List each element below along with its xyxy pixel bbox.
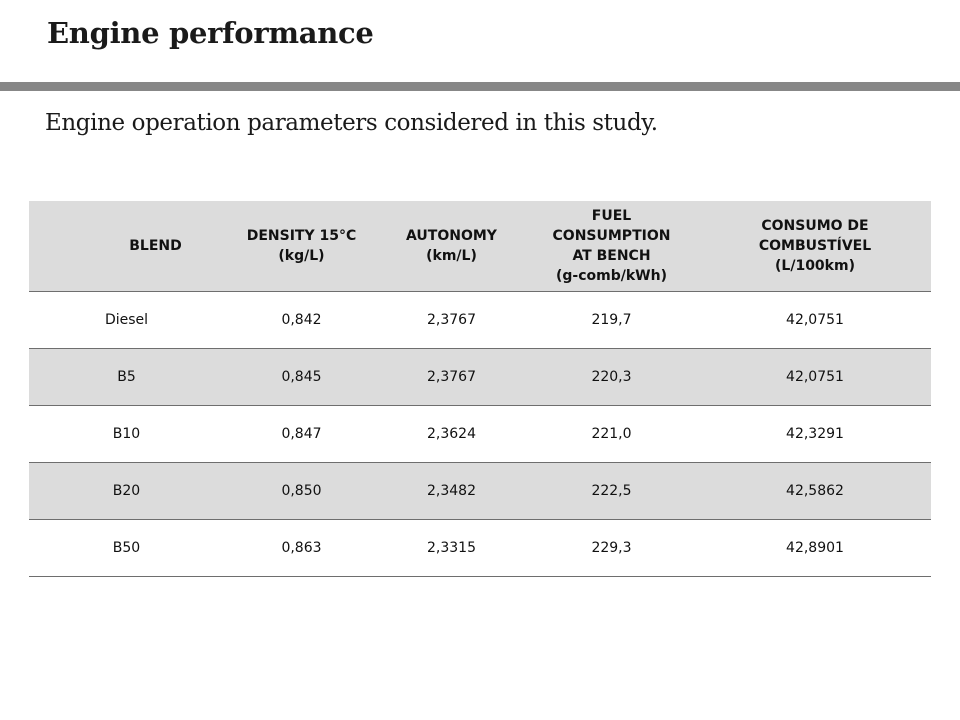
cell-fuel-consumption: 222,5: [524, 462, 699, 520]
header-blend: BLEND: [29, 201, 224, 292]
slide-subtitle: Engine operation parameters considered i…: [45, 110, 658, 136]
title-divider: [0, 82, 960, 91]
cell-autonomy: 2,3315: [379, 519, 524, 577]
table-row: Diesel 0,842 2,3767 219,7 42,0751: [29, 291, 931, 349]
cell-autonomy: 2,3482: [379, 462, 524, 520]
cell-consumo: 42,0751: [699, 348, 931, 406]
table-row: B20 0,850 2,3482 222,5 42,5862: [29, 462, 931, 520]
cell-fuel-consumption: 219,7: [524, 291, 699, 349]
table-row: B10 0,847 2,3624 221,0 42,3291: [29, 405, 931, 463]
cell-consumo: 42,8901: [699, 519, 931, 577]
table-row: B5 0,845 2,3767 220,3 42,0751: [29, 348, 931, 406]
cell-blend: B5: [29, 348, 224, 406]
header-density: DENSITY 15°C (kg/L): [224, 201, 379, 292]
cell-fuel-consumption: 221,0: [524, 405, 699, 463]
header-consumo: CONSUMO DE COMBUSTÍVEL (L/100km): [699, 201, 931, 292]
cell-density: 0,845: [224, 348, 379, 406]
cell-blend: Diesel: [29, 291, 224, 349]
cell-blend: B20: [29, 462, 224, 520]
cell-autonomy: 2,3624: [379, 405, 524, 463]
slide-title: Engine performance: [47, 16, 374, 50]
cell-density: 0,863: [224, 519, 379, 577]
table-header-row: BLEND DENSITY 15°C (kg/L) AUTONOMY (km/L…: [29, 201, 931, 292]
header-autonomy: AUTONOMY (km/L): [379, 201, 524, 292]
cell-fuel-consumption: 229,3: [524, 519, 699, 577]
header-fuel-consumption: FUEL CONSUMPTION AT BENCH (g-comb/kWh): [524, 201, 699, 292]
engine-parameters-table: BLEND DENSITY 15°C (kg/L) AUTONOMY (km/L…: [29, 201, 931, 577]
cell-blend: B10: [29, 405, 224, 463]
cell-consumo: 42,3291: [699, 405, 931, 463]
cell-fuel-consumption: 220,3: [524, 348, 699, 406]
cell-density: 0,847: [224, 405, 379, 463]
cell-density: 0,842: [224, 291, 379, 349]
cell-autonomy: 2,3767: [379, 291, 524, 349]
cell-consumo: 42,0751: [699, 291, 931, 349]
cell-consumo: 42,5862: [699, 462, 931, 520]
cell-blend: B50: [29, 519, 224, 577]
cell-density: 0,850: [224, 462, 379, 520]
cell-autonomy: 2,3767: [379, 348, 524, 406]
table-row: B50 0,863 2,3315 229,3 42,8901: [29, 519, 931, 577]
